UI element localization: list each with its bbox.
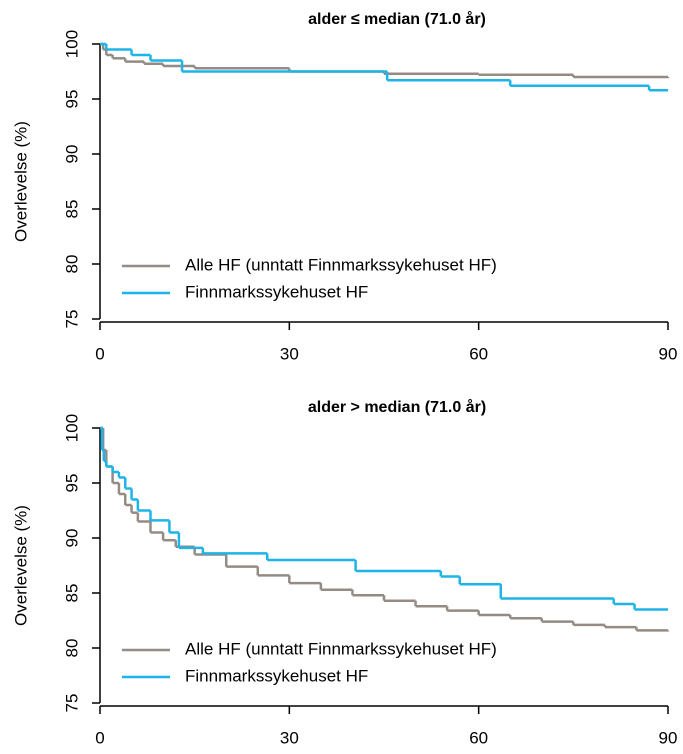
- y-tick-label: 80: [62, 639, 81, 658]
- y-tick-label: 95: [62, 90, 81, 109]
- x-tick-label: 30: [280, 728, 299, 747]
- y-tick-label: 90: [62, 145, 81, 164]
- x-tick-label: 60: [469, 728, 488, 747]
- y-tick-label: 95: [62, 474, 81, 493]
- y-tick-label: 85: [62, 200, 81, 219]
- y-tick-label: 85: [62, 584, 81, 603]
- y-axis-label: Overlevelse (%): [11, 121, 30, 242]
- x-tick-label: 0: [95, 344, 104, 363]
- chart-title: alder > median (71.0 år): [308, 398, 486, 416]
- legend-label: Finnmarkssykehuset HF: [185, 666, 368, 685]
- x-tick-label: 90: [659, 344, 678, 363]
- y-axis-label: Overlevelse (%): [11, 505, 30, 626]
- y-tick-label: 100: [62, 414, 81, 442]
- x-tick-label: 90: [659, 728, 678, 747]
- chart-title: alder ≤ median (71.0 år): [308, 10, 486, 28]
- y-tick-label: 90: [62, 529, 81, 548]
- x-tick-label: 60: [469, 344, 488, 363]
- chart-panel: alder ≤ median (71.0 år) Overlevelse (%) 0…: [11, 10, 677, 363]
- legend-label: Alle HF (unntatt Finnmarkssykehuset HF): [185, 639, 497, 658]
- y-tick-label: 100: [62, 30, 81, 58]
- chart-panel: alder > median (71.0 år) Overlevelse (%) 0…: [11, 398, 677, 747]
- y-tick-label: 75: [62, 310, 81, 329]
- x-tick-label: 30: [280, 344, 299, 363]
- legend-label: Alle HF (unntatt Finnmarkssykehuset HF): [185, 255, 497, 274]
- x-tick-label: 0: [95, 728, 104, 747]
- y-tick-label: 80: [62, 255, 81, 274]
- legend-label: Finnmarkssykehuset HF: [185, 282, 368, 301]
- y-tick-label: 75: [62, 694, 81, 713]
